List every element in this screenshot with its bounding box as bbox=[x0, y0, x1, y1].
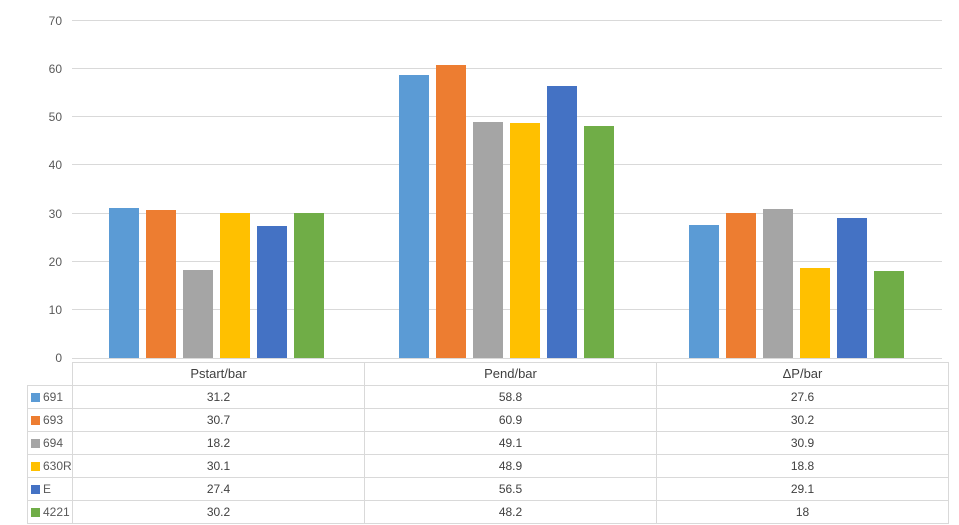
gridline bbox=[72, 212, 942, 214]
table-row: 694 18.2 49.1 30.9 bbox=[27, 430, 949, 455]
gridline bbox=[72, 260, 942, 262]
series-name: 691 bbox=[43, 389, 64, 404]
table-row: 691 31.2 58.8 27.6 bbox=[27, 384, 949, 409]
legend-key-cell: E bbox=[27, 476, 73, 501]
category-header: Pend/bar bbox=[364, 362, 657, 386]
y-axis-tick-label: 70 bbox=[48, 14, 62, 28]
bar-630R-Pend/bar bbox=[510, 122, 541, 358]
gridline bbox=[72, 20, 942, 21]
bar-694-Pstart/bar bbox=[183, 270, 214, 358]
gridline bbox=[72, 116, 942, 118]
value-cell: 30.9 bbox=[656, 430, 949, 455]
value-cell: 30.2 bbox=[656, 407, 949, 432]
value-cell: 48.9 bbox=[364, 453, 657, 478]
value-cell: 29.1 bbox=[656, 476, 949, 501]
bar-E-Pstart/bar bbox=[257, 226, 288, 358]
value-cell: 27.6 bbox=[656, 384, 949, 409]
series-name: 693 bbox=[43, 412, 64, 427]
bar-group-2 bbox=[362, 21, 652, 358]
series-name: 4221 bbox=[43, 504, 70, 519]
value-cell: 60.9 bbox=[364, 407, 657, 432]
bar-group-1 bbox=[72, 21, 362, 358]
value-cell: 31.2 bbox=[72, 384, 365, 409]
legend-swatch-icon bbox=[31, 461, 40, 471]
value-cell: 27.4 bbox=[72, 476, 365, 501]
legend-key-cell: 694 bbox=[27, 430, 73, 455]
value-cell: 18.2 bbox=[72, 430, 365, 455]
bar-694-Pend/bar bbox=[473, 121, 504, 358]
gridline bbox=[72, 164, 942, 166]
bar-691-Pend/bar bbox=[399, 74, 430, 358]
table-row: 630R 30.1 48.9 18.8 bbox=[27, 453, 949, 478]
bar-E-Pend/bar bbox=[547, 86, 578, 358]
value-cell: 58.8 bbox=[364, 384, 657, 409]
gridline bbox=[72, 68, 942, 70]
bar-630R-ΔP/bar bbox=[800, 267, 831, 358]
bar-E-ΔP/bar bbox=[837, 217, 868, 358]
y-axis-tick-label: 40 bbox=[48, 158, 62, 173]
bar-4221-Pend/bar bbox=[584, 125, 615, 358]
gridline bbox=[72, 308, 942, 310]
y-axis-tick-label: 10 bbox=[48, 302, 62, 317]
legend-key-cell: 4221 bbox=[27, 499, 73, 524]
legend-swatch-icon bbox=[31, 507, 40, 517]
series-name: 630R bbox=[43, 458, 72, 473]
value-cell: 49.1 bbox=[364, 430, 657, 455]
table-row: 693 30.7 60.9 30.2 bbox=[27, 407, 949, 432]
value-cell: 18 bbox=[656, 499, 949, 524]
plot-area bbox=[72, 20, 942, 359]
bar-693-Pstart/bar bbox=[146, 210, 177, 358]
bar-4221-ΔP/bar bbox=[874, 271, 905, 358]
category-header: Pstart/bar bbox=[72, 362, 365, 386]
bar-691-ΔP/bar bbox=[689, 225, 720, 358]
chart-data-table: Pstart/bar Pend/bar ΔP/bar 691 31.2 58.8 27.6 6… bbox=[27, 362, 949, 524]
table-row: E 27.4 56.5 29.1 bbox=[27, 476, 949, 501]
series-name: 694 bbox=[43, 435, 64, 450]
series-name: E bbox=[43, 481, 52, 496]
y-axis-tick-label: 50 bbox=[48, 110, 62, 125]
bar-630R-Pstart/bar bbox=[220, 213, 251, 358]
table-header-row: Pstart/bar Pend/bar ΔP/bar bbox=[27, 362, 949, 386]
y-axis-tick-label: 60 bbox=[48, 62, 62, 77]
table-row: 4221 30.2 48.2 18 bbox=[27, 499, 949, 524]
legend-key-cell: 630R bbox=[27, 453, 73, 478]
legend-swatch-icon bbox=[31, 415, 40, 425]
legend-swatch-icon bbox=[31, 438, 40, 448]
y-axis-tick-label: 20 bbox=[48, 254, 62, 269]
legend-swatch-icon bbox=[31, 484, 40, 494]
value-cell: 48.2 bbox=[364, 499, 657, 524]
value-cell: 30.7 bbox=[72, 407, 365, 432]
bar-693-ΔP/bar bbox=[726, 212, 757, 358]
bar-694-ΔP/bar bbox=[763, 209, 794, 358]
bar-693-Pend/bar bbox=[436, 64, 467, 358]
bar-691-Pstart/bar bbox=[109, 207, 140, 358]
value-cell: 56.5 bbox=[364, 476, 657, 501]
y-axis-tick-label: 30 bbox=[48, 206, 62, 221]
value-cell: 30.1 bbox=[72, 453, 365, 478]
y-axis-tick-label: 0 bbox=[55, 351, 62, 365]
legend-key-cell: 691 bbox=[27, 384, 73, 409]
legend-swatch-icon bbox=[31, 392, 40, 402]
legend-key-cell: 693 bbox=[27, 407, 73, 432]
bar-group-3 bbox=[652, 21, 942, 358]
table-corner-cell bbox=[27, 362, 73, 386]
value-cell: 18.8 bbox=[656, 453, 949, 478]
value-cell: 30.2 bbox=[72, 499, 365, 524]
y-axis: 0 10 20 30 40 50 60 70 bbox=[0, 14, 62, 365]
category-header: ΔP/bar bbox=[656, 362, 949, 386]
bar-4221-Pstart/bar bbox=[294, 212, 325, 358]
